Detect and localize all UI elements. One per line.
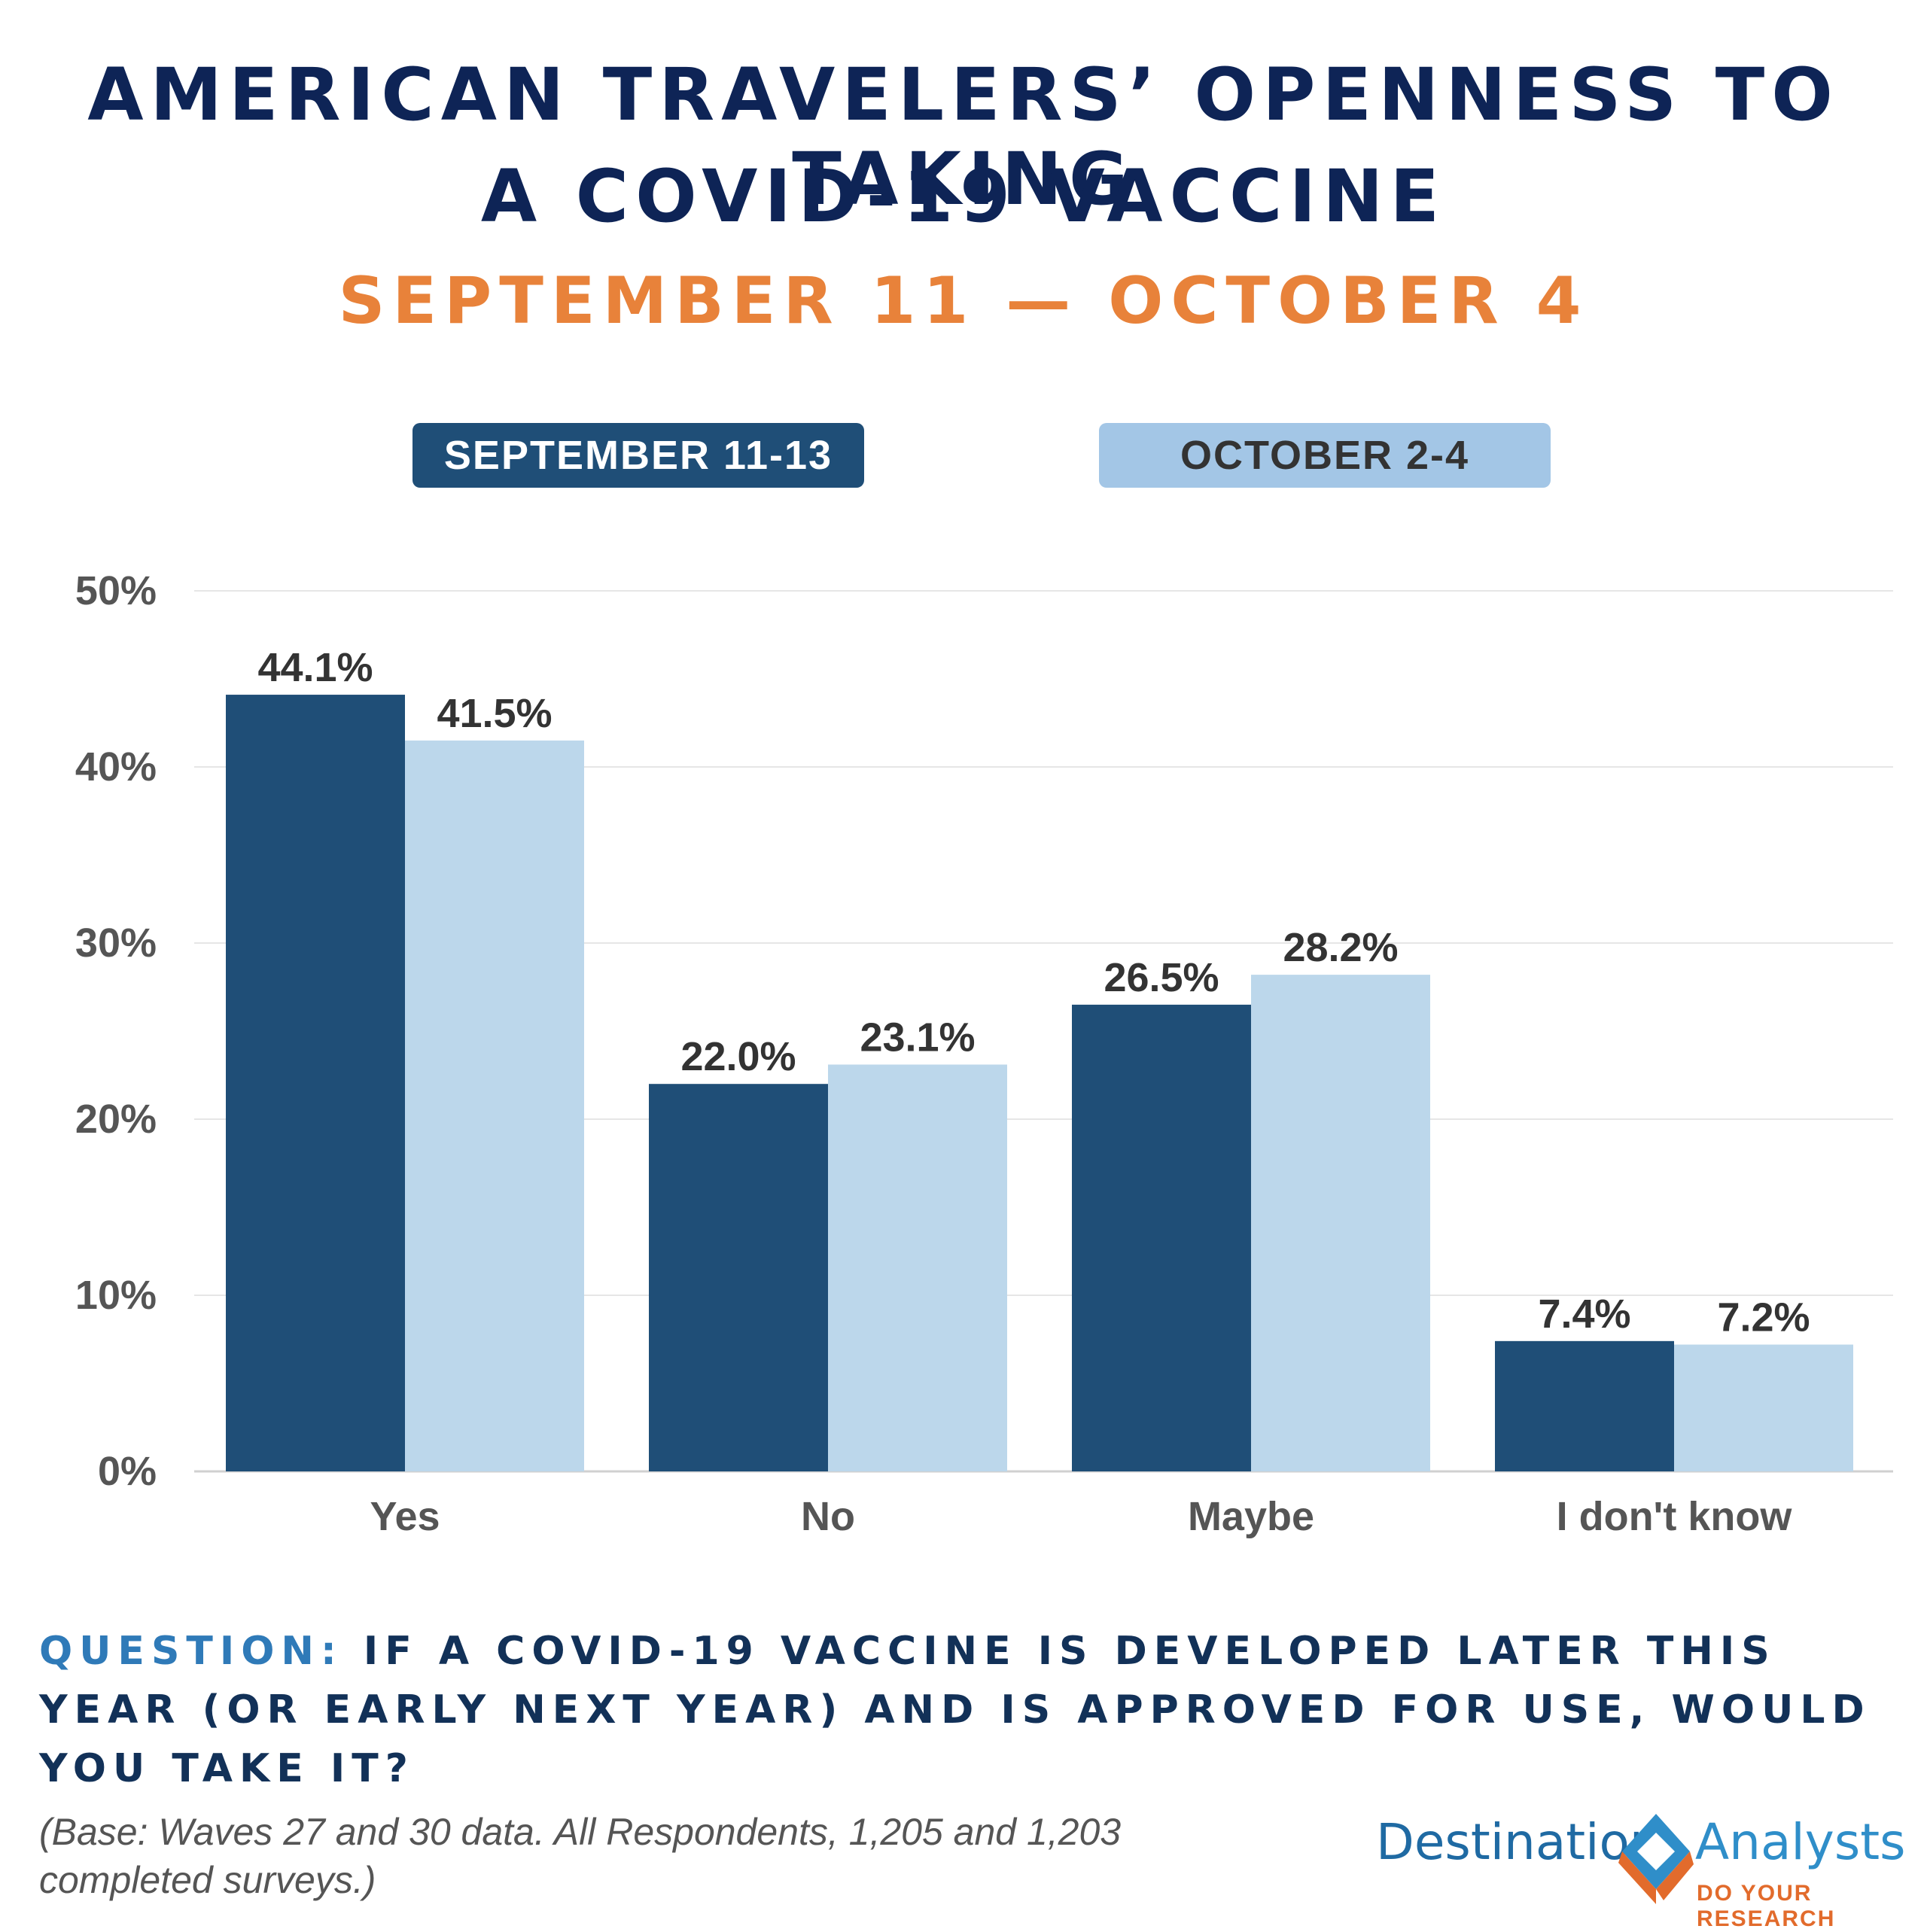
legend-series1: SEPTEMBER 11-13: [412, 423, 864, 488]
y-tick-label: 40%: [75, 744, 157, 790]
y-tick-label: 20%: [75, 1097, 157, 1142]
logo-name-part2: Analysts: [1695, 1813, 1906, 1871]
chart-title-line2: A COVID-19 VACCINE: [480, 154, 1447, 239]
y-tick-label: 50%: [75, 568, 157, 613]
question-label: QUESTION:: [39, 1629, 343, 1674]
bar: [226, 695, 405, 1471]
brand-logo: Destination Analysts DO YOUR RESEARCH: [1370, 1803, 1912, 1931]
chart-title-line1: AMERICAN TRAVELERS’ OPENNESS TO TAKING: [87, 53, 1840, 221]
data-label: 7.2%: [1717, 1295, 1810, 1340]
logo-name-part1: Destination: [1376, 1813, 1661, 1871]
survey-question: QUESTION: IF A COVID-19 VACCINE IS DEVEL…: [39, 1622, 1898, 1798]
y-tick-label: 10%: [75, 1273, 157, 1318]
bar: [1495, 1340, 1674, 1471]
logo-tagline: DO YOUR RESEARCH: [1697, 1881, 1836, 1931]
question-text: IF A COVID-19 VACCINE IS DEVELOPED LATER…: [39, 1629, 1871, 1791]
data-label: 41.5%: [437, 691, 552, 736]
data-label: 26.5%: [1104, 955, 1219, 1000]
data-label: 7.4%: [1538, 1292, 1630, 1337]
bar: [649, 1084, 828, 1471]
y-tick-label: 0%: [98, 1449, 157, 1494]
bar: [1072, 1004, 1251, 1471]
data-label: 23.1%: [860, 1015, 975, 1060]
bar: [1674, 1344, 1853, 1471]
x-category-label: No: [801, 1494, 855, 1539]
x-category-label: Yes: [370, 1494, 440, 1539]
x-category-label: Maybe: [1188, 1494, 1314, 1539]
diamond-logo-icon: [1618, 1814, 1694, 1904]
bar: [828, 1064, 1007, 1471]
base-note: (Base: Waves 27 and 30 data. All Respond…: [39, 1811, 1122, 1901]
data-label: 44.1%: [257, 645, 373, 690]
bar-chart: 0% 10% 20% 30% 40% 50% 44.1% 41.5% Yes 22.0% 23.1%…: [75, 568, 1893, 1539]
legend-series2: OCTOBER 2-4: [1099, 423, 1551, 488]
bar: [1251, 975, 1430, 1471]
bar: [405, 740, 584, 1471]
y-tick-label: 30%: [75, 920, 157, 966]
data-label: 28.2%: [1283, 925, 1398, 970]
chart-subtitle: SEPTEMBER 11 — OCTOBER 4: [338, 263, 1589, 339]
x-category-label: I don't know: [1557, 1494, 1793, 1539]
data-label: 22.0%: [680, 1034, 796, 1079]
